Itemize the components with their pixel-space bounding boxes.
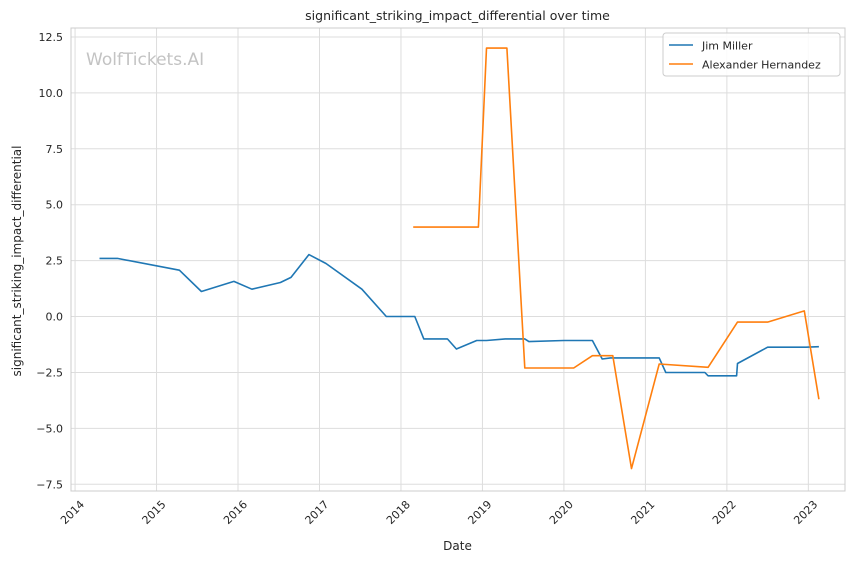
y-tick-label: −2.5 bbox=[36, 366, 63, 379]
legend-box bbox=[662, 32, 841, 77]
plot-area bbox=[71, 28, 845, 491]
y-tick-label: 2.5 bbox=[46, 255, 64, 268]
y-tick-label: 10.0 bbox=[39, 87, 64, 100]
y-tick-label: 0.0 bbox=[46, 311, 64, 324]
chart-title: significant_striking_impact_differential… bbox=[305, 8, 610, 23]
y-tick-label: 12.5 bbox=[39, 31, 64, 44]
series-line-alexander-hernandez bbox=[413, 47, 820, 470]
legend-label-alexander-hernandez: Alexander Hernandez bbox=[702, 59, 821, 72]
y-axis-label: significant_striking_impact_differential bbox=[10, 146, 24, 377]
series-layer bbox=[99, 47, 820, 470]
legend: Jim Miller Alexander Hernandez bbox=[662, 32, 841, 77]
x-axis-label: Date bbox=[443, 539, 472, 553]
series-line-jim-miller bbox=[99, 253, 819, 377]
y-tick-label: 5.0 bbox=[46, 199, 64, 212]
plot-frame bbox=[70, 27, 846, 492]
y-tick-label: −5.0 bbox=[36, 422, 63, 435]
legend-label-jim-miller: Jim Miller bbox=[701, 40, 753, 53]
y-axis-ticks: −7.5 −5.0 −2.5 0.0 2.5 5.0 7.5 10.0 12.5 bbox=[36, 31, 63, 491]
grid bbox=[71, 28, 845, 491]
watermark: WolfTickets.AI bbox=[86, 50, 204, 70]
y-tick-label: −7.5 bbox=[36, 478, 63, 491]
y-tick-label: 7.5 bbox=[46, 143, 64, 156]
